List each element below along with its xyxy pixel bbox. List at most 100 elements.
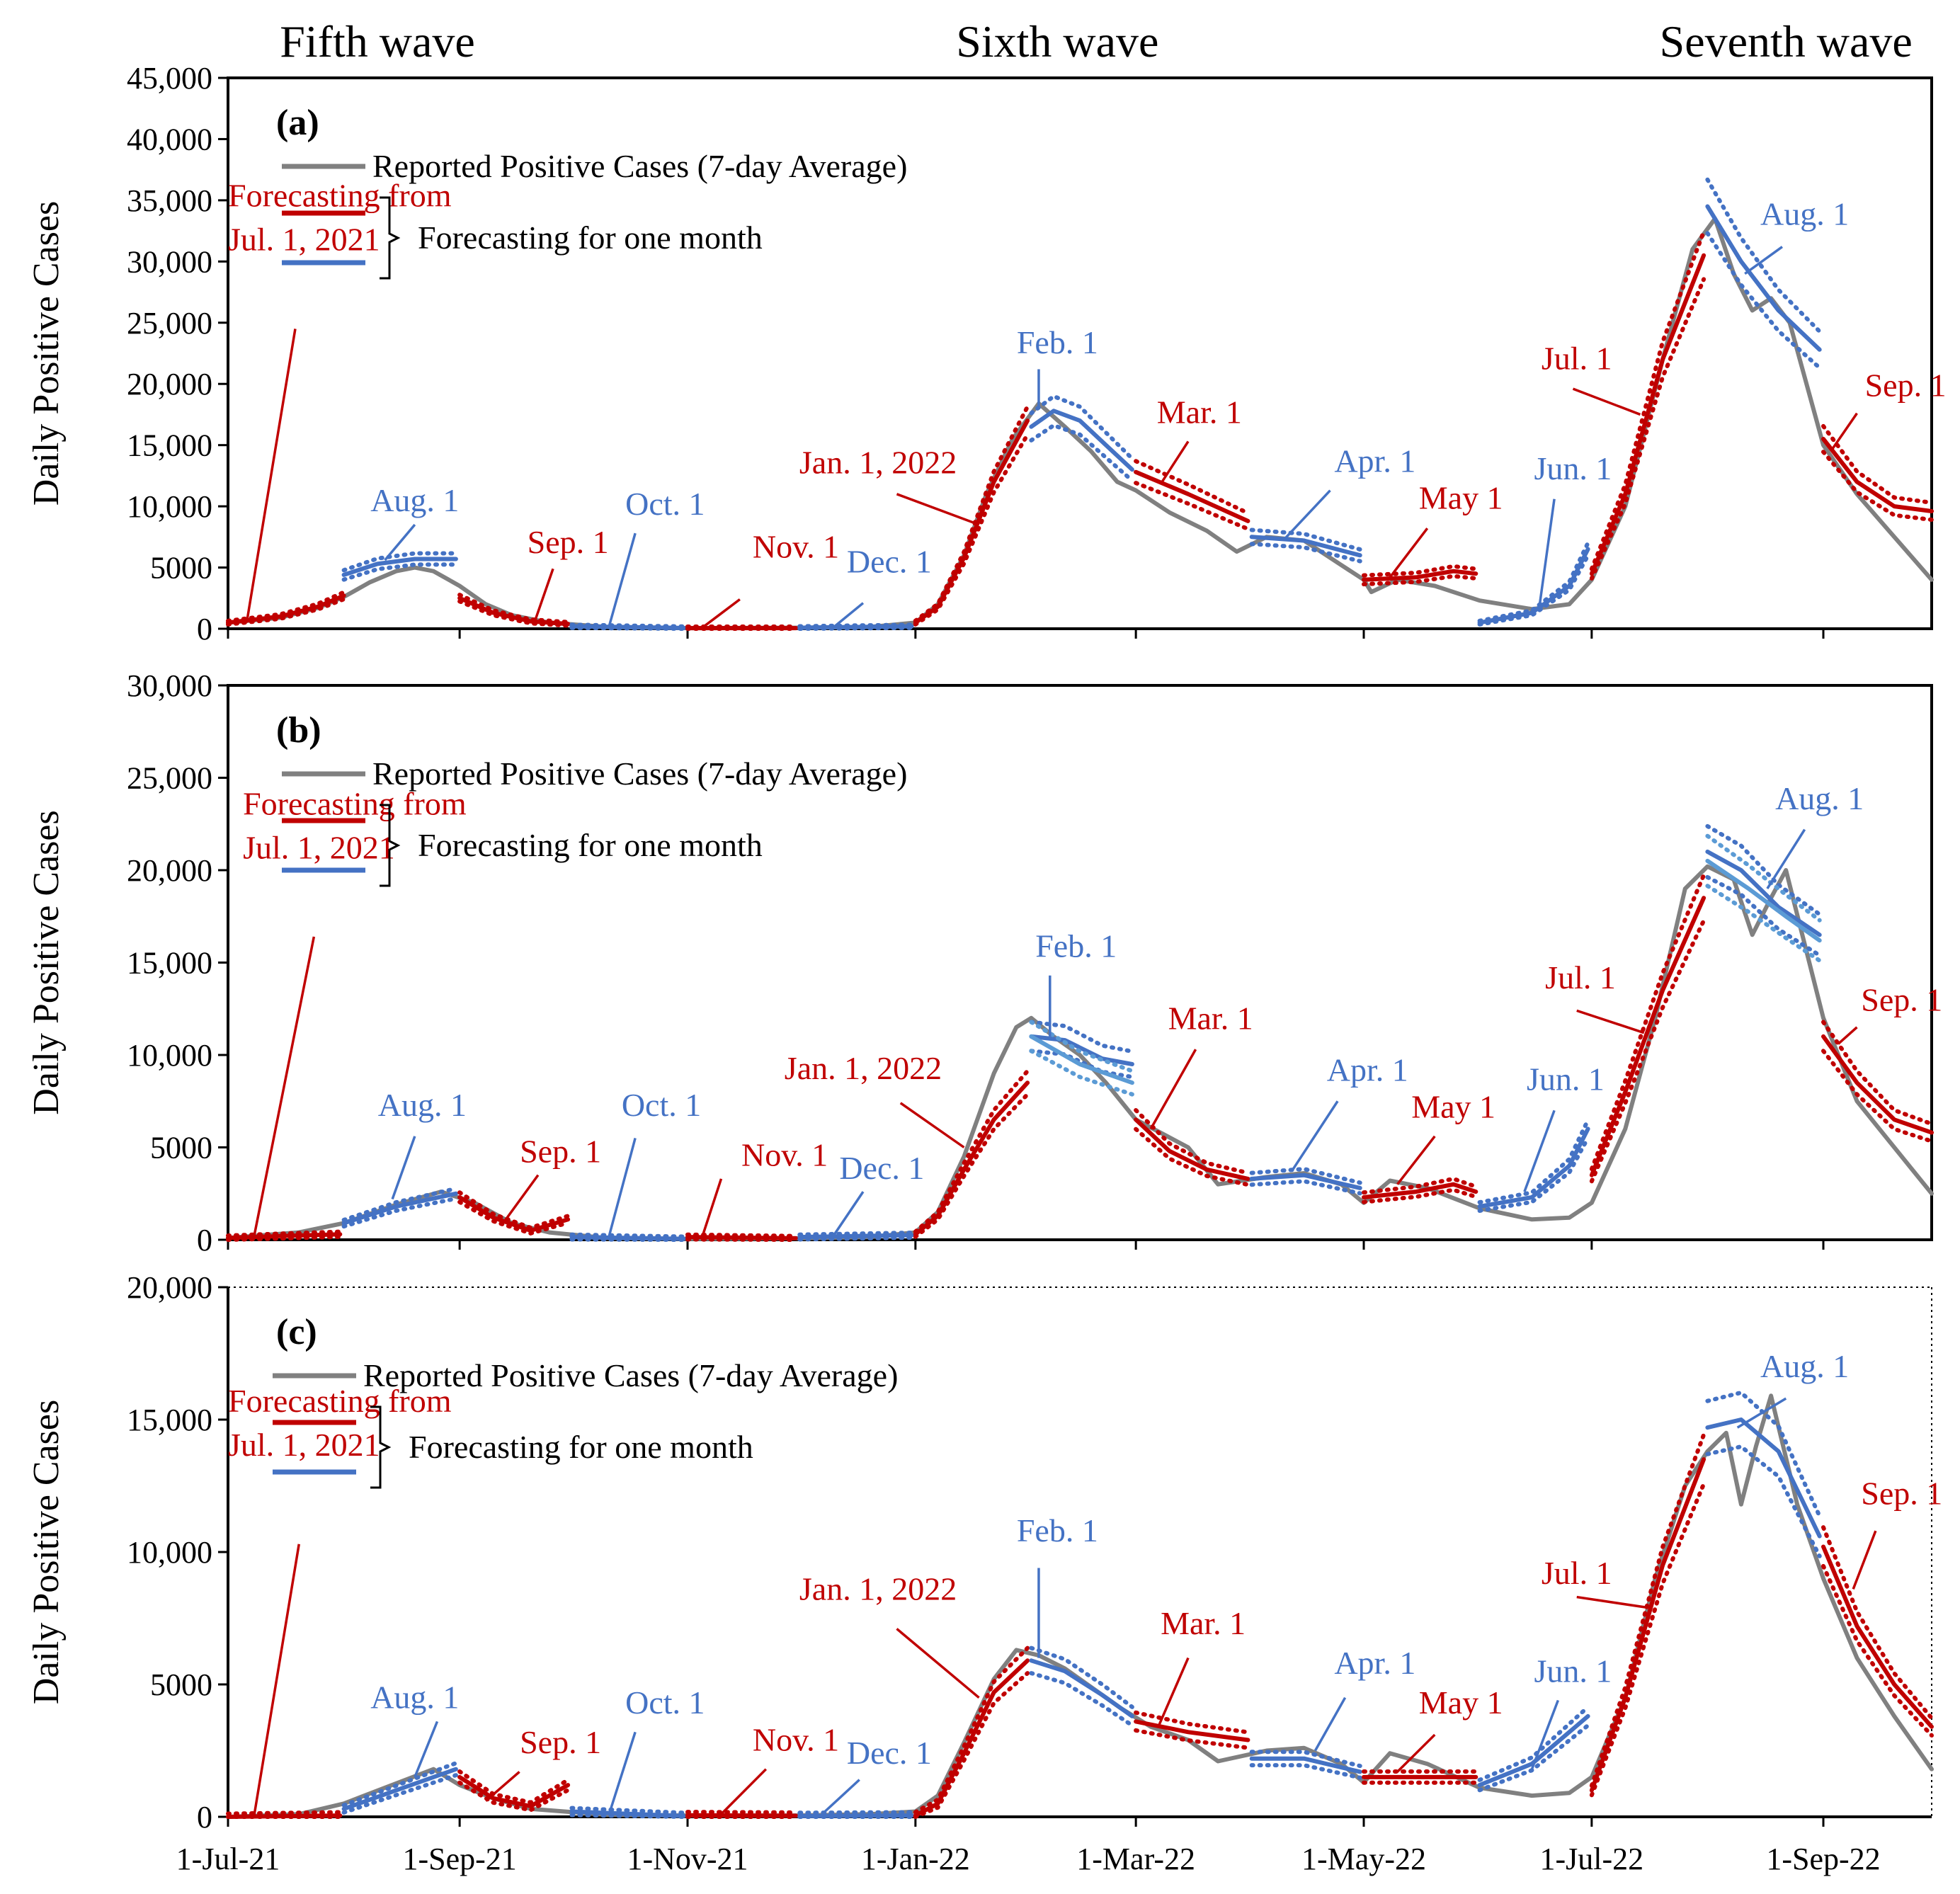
forecast-upper-1 (226, 1229, 343, 1238)
annotation-leader-9 (1157, 1657, 1190, 1728)
forecast-upper-4 (569, 1805, 686, 1815)
y-tick-label: 10,000 (127, 1535, 212, 1570)
annotation-label-15: Sep. 1 (1861, 981, 1942, 1017)
forecast-series-3 (457, 595, 571, 627)
forecast-series-12 (1362, 1182, 1478, 1199)
annotation-leader-10 (1314, 1696, 1347, 1752)
y-axis-label: Daily Positive Cases (26, 201, 67, 506)
forecast-upper-15 (1821, 1525, 1934, 1721)
y-tick-label: 0 (197, 1800, 212, 1835)
annotation-leader-14 (1744, 246, 1783, 275)
forecast-lower-12 (1362, 1187, 1478, 1204)
annotation-label-3: Sep. 1 (528, 524, 609, 560)
panel-c: 0 5000 10,000 15,000 20,000 Daily Positive Ca… (26, 1270, 1942, 1835)
forecast-series-9 (1134, 1719, 1250, 1742)
annotation-leader-10 (1284, 489, 1331, 540)
x-tick-label: 1-Mar-22 (1076, 1842, 1195, 1876)
forecast-lower-6 (797, 1236, 914, 1242)
annotation-label-15: Sep. 1 (1861, 1476, 1942, 1512)
forecast-lower-14 (1705, 231, 1822, 370)
x-tick-label: 1-Jul-22 (1540, 1842, 1644, 1876)
annotation-label-10: Apr. 1 (1334, 1645, 1415, 1681)
forecast-series-1 (226, 1232, 343, 1240)
y-tick-label: 15,000 (127, 946, 212, 981)
annotation-leader-13 (1572, 387, 1641, 416)
y-tick-label: 25,000 (127, 306, 212, 341)
x-tick-label: 1-Jan-22 (861, 1842, 970, 1876)
annotation-leader-1 (253, 1544, 300, 1816)
legend-label-reported: Reported Positive Cases (7-day Average) (372, 148, 907, 184)
panel-label: (c) (276, 1312, 317, 1352)
forecast-upper-12 (1477, 1704, 1590, 1782)
annotation-leader-7 (899, 1102, 965, 1148)
forecast-series-2 (341, 1191, 458, 1226)
forecast-lower-15 (1821, 1563, 1934, 1738)
forecast-series-9 (1134, 469, 1250, 523)
legend-bracket (380, 804, 401, 887)
annotation-label-7: Jan. 1, 2022 (785, 1050, 942, 1086)
forecast-series-1 (226, 593, 346, 625)
annotation-label-2: Aug. 1 (370, 1679, 459, 1716)
x-tick-label: 1-May-22 (1301, 1842, 1426, 1876)
annotation-label-9: Mar. 1 (1157, 394, 1242, 430)
legend-bracket (380, 196, 401, 280)
forecast-series-13 (1589, 253, 1707, 576)
forecast-series-3 (457, 1195, 571, 1233)
forecast-series-14 (1705, 204, 1822, 352)
annotation-label-1: Forecasting from (228, 178, 452, 214)
annotation-label-1: Jul. 1, 2021 (228, 222, 380, 258)
forecast-lower-15 (1821, 450, 1934, 523)
legend-label-forecast: Forecasting for one month (418, 219, 763, 256)
forecast-upper-8 (1029, 1020, 1134, 1054)
annotation-leader-1 (253, 936, 316, 1237)
annotation-label-6: Dec. 1 (847, 543, 932, 579)
annotation-label-12: Jun. 1 (1534, 450, 1612, 486)
annotation-leader-10 (1292, 1100, 1339, 1170)
forecast-upper-15 (1821, 423, 1934, 505)
forecast-upper-2 (341, 1761, 458, 1808)
annotation-label-13: Jul. 1 (1545, 959, 1616, 996)
forecast-series-2 (341, 557, 458, 577)
forecast-lower-2 (341, 562, 458, 582)
legend-label-reported: Reported Positive Cases (7-day Average) (363, 1357, 898, 1393)
forecast-series-5 (685, 1235, 798, 1240)
annotation-leader-4 (608, 1137, 637, 1237)
annotation-label-10: Apr. 1 (1327, 1052, 1408, 1088)
forecast-lower-8 (1029, 423, 1134, 483)
annotation-leader-15 (1837, 1026, 1858, 1045)
annotation-leader-2 (414, 1721, 439, 1778)
y-tick-label: 40,000 (127, 122, 212, 156)
annotation-leader-2 (384, 523, 416, 561)
annotation-leader-6 (832, 1191, 865, 1237)
forecast-lower-10 (1249, 542, 1362, 564)
forecast-lower-12 (1477, 553, 1590, 627)
annotation-label-8: Feb. 1 (1017, 1512, 1098, 1548)
annotation-label-11: May 1 (1419, 480, 1503, 516)
annotation-label-10: Apr. 1 (1334, 443, 1415, 479)
forecast-upper-9 (1134, 459, 1250, 515)
forecast-upper-8 (1029, 394, 1134, 461)
annotation-label-2: Aug. 1 (378, 1087, 467, 1123)
forecast-upper-4 (569, 1232, 686, 1239)
annotation-label-9: Mar. 1 (1161, 1605, 1246, 1641)
forecast-series-13 (1477, 1126, 1590, 1209)
annotation-label-4: Oct. 1 (625, 486, 705, 522)
annotation-label-9: Mar. 1 (1168, 1000, 1253, 1036)
forecast-upper-14 (1589, 873, 1707, 1171)
forecast-upper-17 (1821, 1020, 1934, 1126)
forecast-lower-13 (1589, 1481, 1707, 1798)
wave-label-1: Fifth wave (280, 16, 475, 67)
annotation-leader-9 (1161, 440, 1190, 483)
annotation-label-11: May 1 (1411, 1089, 1495, 1125)
x-tick-label: 1-Sep-21 (402, 1842, 516, 1876)
annotation-leader-12 (1530, 1699, 1560, 1770)
forecast-lower-7 (913, 1671, 1030, 1819)
wave-label-2: Sixth wave (956, 16, 1158, 67)
annotation-leader-3 (503, 1174, 540, 1222)
forecast-series-1 (226, 1813, 343, 1819)
y-tick-label: 5000 (150, 1667, 212, 1702)
forecast-series-6 (797, 1813, 914, 1818)
forecast-series-15 (1821, 1544, 1934, 1729)
forecast-series-5 (685, 1813, 798, 1818)
